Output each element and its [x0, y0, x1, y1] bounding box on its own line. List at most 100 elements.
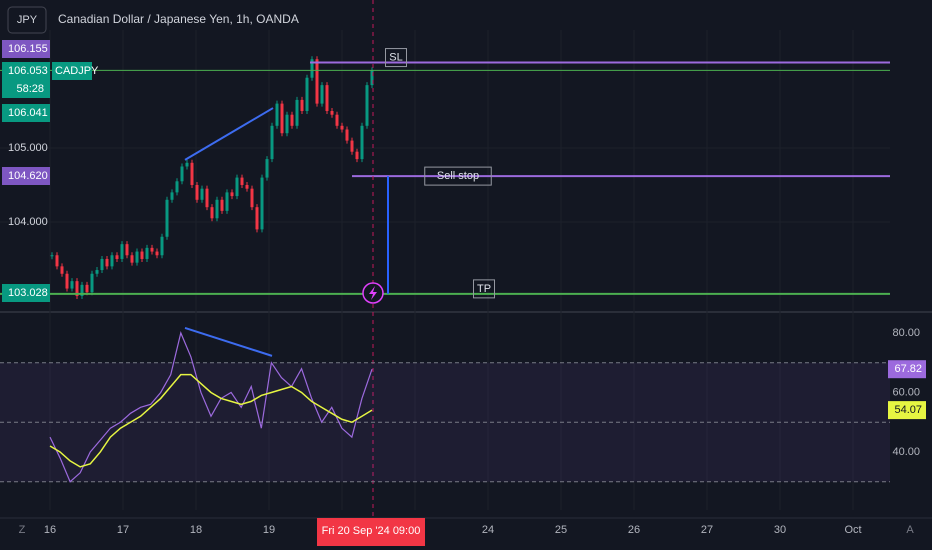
candle — [350, 140, 354, 152]
level-label: Sell stop — [437, 170, 479, 182]
candle — [60, 266, 64, 274]
candle — [205, 188, 209, 208]
candle — [270, 125, 274, 160]
rsi-tick-label: 40.00 — [892, 446, 920, 458]
countdown: 58:28 — [16, 83, 44, 95]
candle — [330, 111, 334, 115]
candle — [100, 258, 104, 271]
candle — [210, 207, 214, 219]
price-label-box — [2, 62, 50, 80]
candle — [160, 236, 164, 256]
rsi-label-box — [888, 401, 926, 420]
rsi-label: 54.07 — [894, 404, 922, 416]
price-label: 106.053 — [8, 65, 48, 77]
corner-right[interactable]: A — [906, 524, 914, 536]
x-tick-label: 16 — [44, 524, 56, 536]
candle — [240, 177, 244, 185]
level-label-box — [424, 166, 492, 186]
symbol-button-label[interactable]: JPY — [17, 14, 38, 26]
candle — [110, 255, 114, 267]
candle — [50, 255, 54, 257]
corner-left[interactable]: Z — [19, 524, 26, 536]
candle — [235, 177, 239, 197]
trendline — [184, 107, 274, 161]
y-tick-label: 104.000 — [8, 216, 48, 228]
price-label: 106.041 — [8, 107, 48, 119]
x-tick-label: 27 — [701, 524, 713, 536]
x-tick-label: Oct — [844, 524, 861, 536]
candle — [65, 273, 69, 289]
y-tick-label: 105.000 — [8, 142, 48, 154]
level-label-box — [473, 279, 495, 299]
candle — [345, 129, 349, 141]
price-label: 103.028 — [8, 287, 48, 299]
candle — [215, 199, 219, 219]
candle — [265, 159, 269, 178]
x-tick-label: 24 — [482, 524, 494, 536]
event-icon-bolt — [369, 286, 377, 300]
symbol-button[interactable] — [7, 6, 47, 34]
rsi-tick-label: 80.00 — [892, 327, 920, 339]
x-tick-label: 18 — [190, 524, 202, 536]
candle — [90, 273, 94, 293]
symbol-tag-box — [52, 62, 92, 80]
countdown-box — [2, 80, 50, 98]
candle — [165, 199, 169, 237]
candle — [220, 199, 224, 211]
candle — [95, 270, 99, 274]
candle — [80, 284, 84, 296]
candle — [260, 177, 264, 230]
candle — [300, 99, 304, 112]
candle — [135, 251, 139, 263]
price-label-box — [2, 167, 50, 185]
x-tick-label: 25 — [555, 524, 567, 536]
candle — [255, 207, 259, 230]
candle — [280, 103, 284, 134]
candle — [75, 281, 79, 296]
candle — [370, 70, 374, 86]
candle — [250, 188, 254, 208]
crosshair-label-box — [317, 518, 425, 546]
candle — [150, 247, 154, 252]
candle — [275, 103, 279, 126]
candle — [310, 59, 314, 78]
price-label: 104.620 — [8, 170, 48, 182]
candle — [335, 114, 339, 126]
chart-header-title: Canadian Dollar / Japanese Yen, 1h, OAND… — [58, 12, 299, 26]
candle — [180, 166, 184, 182]
rsi-ma-line — [49, 373, 373, 468]
candle — [195, 184, 199, 200]
candle — [155, 251, 159, 256]
candle — [340, 125, 344, 130]
candle — [125, 244, 129, 256]
candle — [305, 77, 309, 112]
candle — [365, 85, 369, 126]
candle — [295, 99, 299, 126]
candle — [320, 85, 324, 104]
candle — [70, 281, 74, 289]
candle — [325, 85, 329, 112]
rsi-line — [49, 331, 373, 483]
crosshair-label: Fri 20 Sep '24 09:00 — [322, 525, 421, 537]
level-label-box — [385, 48, 407, 68]
candle — [190, 162, 194, 185]
price-label-box — [2, 284, 50, 302]
price-label-box — [2, 40, 50, 58]
rsi-label: 67.82 — [894, 363, 922, 375]
candle — [105, 258, 109, 267]
candle — [360, 125, 364, 160]
candle — [285, 114, 289, 134]
candle — [315, 59, 319, 104]
candle — [115, 255, 119, 259]
candle — [145, 247, 149, 259]
candle — [200, 188, 204, 200]
level-label: SL — [389, 51, 402, 63]
candle — [55, 255, 59, 267]
candle — [130, 255, 134, 263]
rsi-trendline — [184, 326, 273, 357]
rsi-tick-label: 60.00 — [892, 386, 920, 398]
candle — [225, 192, 229, 211]
price-label-box — [2, 104, 50, 122]
